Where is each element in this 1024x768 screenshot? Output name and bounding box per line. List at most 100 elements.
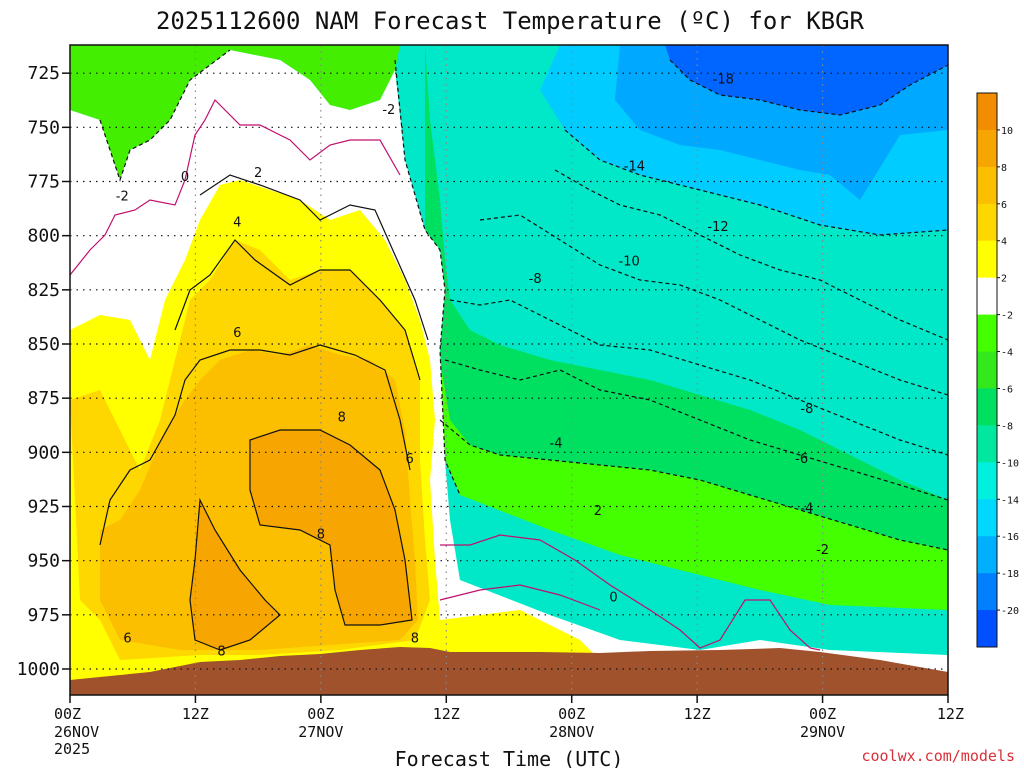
isotherm-line-neg-4 bbox=[439, 419, 948, 551]
contour-label: 2 bbox=[254, 166, 262, 181]
colorbar-label: 8 bbox=[1001, 163, 1007, 174]
colorbar-label: -4 bbox=[1001, 348, 1013, 359]
colorbar-label: -10 bbox=[1001, 458, 1019, 469]
y-tick-label: 725 bbox=[27, 63, 60, 84]
y-axis: 725 750 775 800 825 850 875 900 925 950 975 1000 bbox=[17, 63, 70, 680]
contour-label: -4 bbox=[800, 502, 813, 517]
contour-label: -14 bbox=[624, 159, 645, 174]
colorbar-swatch bbox=[977, 499, 997, 537]
isotherm-line-neg-6 bbox=[444, 359, 948, 501]
contour-label: 2 bbox=[594, 504, 602, 519]
isotherm-zero-line bbox=[70, 98, 401, 276]
colorbar-frame bbox=[976, 92, 998, 648]
contour-label: 6 bbox=[406, 452, 414, 467]
contour-label: -18 bbox=[713, 73, 734, 88]
isotherm-line-neg-2 bbox=[99, 49, 231, 182]
y-tick-label: 925 bbox=[27, 497, 60, 518]
contour-label: -2 bbox=[116, 190, 129, 205]
colorbar-swatch bbox=[977, 351, 997, 389]
y-tick-label: 750 bbox=[27, 117, 60, 138]
isotherm-line-6 bbox=[99, 344, 411, 546]
x-tick-time: 12Z bbox=[684, 705, 711, 723]
contour-label: -10 bbox=[619, 255, 640, 270]
colorbar-label: -2 bbox=[1001, 311, 1013, 322]
contour-label: 6 bbox=[123, 632, 131, 647]
contour-label: 6 bbox=[233, 326, 241, 341]
colorbar-swatch bbox=[977, 536, 997, 574]
x-tick-date: 29NOV bbox=[800, 723, 845, 741]
y-tick-label: 775 bbox=[27, 172, 60, 193]
isotherm-line-neg-18 bbox=[669, 59, 948, 116]
y-tick-label: 975 bbox=[27, 605, 60, 626]
isotherm-line-4 bbox=[174, 239, 421, 381]
isotherm-line-neg-12 bbox=[554, 169, 948, 341]
contour-label: -2 bbox=[382, 103, 395, 118]
field-band-green-upper-left bbox=[70, 45, 400, 180]
x-tick-time: 12Z bbox=[182, 705, 209, 723]
y-tick-label: 800 bbox=[27, 226, 60, 247]
colorbar-swatch bbox=[977, 203, 997, 242]
colorbar-swatch bbox=[977, 462, 997, 500]
x-tick-year: 2025 bbox=[54, 740, 90, 758]
contour-label: -2 bbox=[816, 543, 829, 558]
colorbar-label: -14 bbox=[1001, 495, 1019, 506]
contour-label: -12 bbox=[707, 220, 728, 235]
contour-label: 0 bbox=[609, 591, 617, 606]
contour-label: -8 bbox=[800, 402, 813, 417]
y-tick-label: 850 bbox=[27, 334, 60, 355]
colorbar-label: -6 bbox=[1001, 384, 1013, 395]
chart-title: 2025112600 NAM Forecast Temperature (ºC)… bbox=[156, 7, 865, 35]
contour-label: -8 bbox=[529, 272, 542, 287]
contour-label: 8 bbox=[411, 632, 419, 647]
isotherm-zero-line-mid bbox=[439, 584, 601, 611]
contour-label: 8 bbox=[217, 645, 225, 660]
colorbar-swatch bbox=[977, 388, 997, 426]
plot-area bbox=[70, 45, 948, 695]
colorbar-swatch bbox=[977, 93, 997, 131]
isotherm-zero-line-lower bbox=[440, 534, 821, 651]
colorbar-swatch bbox=[977, 314, 997, 353]
plot-frame bbox=[69, 44, 949, 696]
credit-text: coolwx.com/models bbox=[861, 747, 1015, 765]
contour-label: 0 bbox=[181, 170, 189, 185]
x-tick-date: 28NOV bbox=[549, 723, 594, 741]
colorbar-swatch bbox=[977, 166, 997, 205]
x-tick-time: 12Z bbox=[937, 705, 964, 723]
contour-label: -6 bbox=[795, 452, 808, 467]
isotherm-line-8b bbox=[249, 429, 413, 626]
x-tick-time: 00Z bbox=[54, 705, 81, 723]
isotherm-lines bbox=[70, 49, 948, 651]
x-tick-date: 27NOV bbox=[298, 723, 343, 741]
isotherm-line-8 bbox=[189, 497, 281, 651]
colorbar-label: -20 bbox=[1001, 606, 1019, 617]
x-tick-time: 00Z bbox=[307, 705, 334, 723]
colorbar-swatch bbox=[977, 573, 997, 611]
colorbar-label: 4 bbox=[1001, 237, 1007, 248]
y-tick-label: 950 bbox=[27, 551, 60, 572]
field-band-coldest-blue bbox=[665, 45, 948, 115]
x-axis-label: Forecast Time (UTC) bbox=[395, 747, 624, 768]
terrain bbox=[70, 647, 948, 695]
x-tick-time: 12Z bbox=[433, 705, 460, 723]
colorbar-swatch bbox=[977, 240, 997, 279]
x-tick-time: 00Z bbox=[809, 705, 836, 723]
x-tick-time: 00Z bbox=[558, 705, 585, 723]
y-tick-label: 825 bbox=[27, 280, 60, 301]
colorbar-label: 10 bbox=[1001, 126, 1013, 137]
contour-label: -4 bbox=[550, 437, 563, 452]
colorbar-label: 6 bbox=[1001, 200, 1007, 211]
isotherm-line-neg-2-right bbox=[394, 59, 461, 496]
colorbar-label: -16 bbox=[1001, 532, 1019, 543]
contour-label: 8 bbox=[317, 528, 325, 543]
colorbar: 10 8 6 4 2 -2 -4 -6 -8 -10 -14 -16 -18 -20 bbox=[976, 92, 1019, 648]
colorbar-label: 2 bbox=[1001, 274, 1007, 285]
field-band-green bbox=[425, 45, 948, 590]
y-tick-label: 900 bbox=[27, 442, 60, 463]
grid-lines bbox=[70, 45, 948, 695]
field-band-dark-orange bbox=[190, 500, 280, 650]
colorbar-swatch bbox=[977, 277, 997, 316]
colorbar-swatch bbox=[977, 129, 997, 168]
isotherm-line-neg-10 bbox=[479, 214, 948, 396]
